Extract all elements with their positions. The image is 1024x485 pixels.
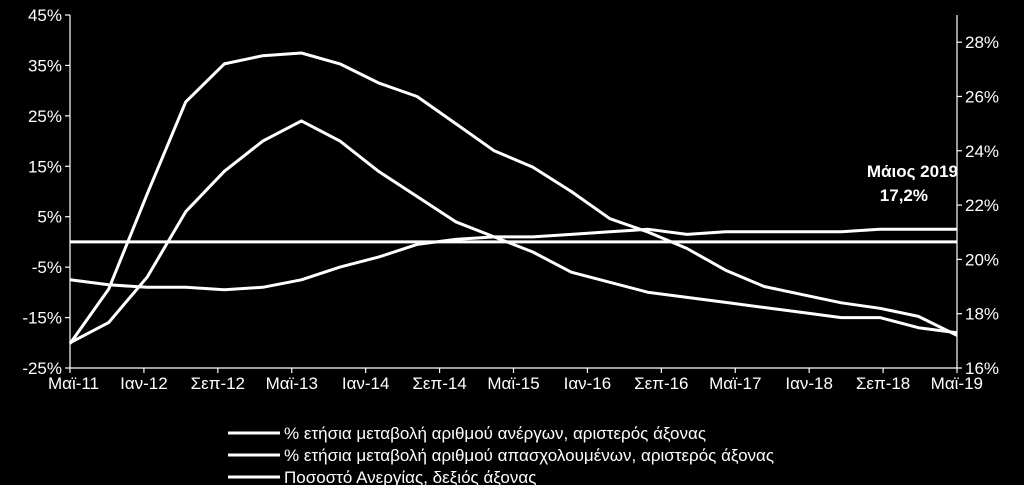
legend-item-unemployment-rate: Ποσοστό Ανεργίας, δεξιός άξονας xyxy=(228,468,536,485)
annotation-value: 17,2% xyxy=(880,186,928,205)
x-tick-label: Μαϊ-13 xyxy=(266,374,318,393)
x-tick-label: Σεπ-16 xyxy=(634,374,688,393)
right-tick-label: 16% xyxy=(965,359,999,378)
legend-item-employed: % ετήσια μεταβολή αριθμού απασχολουμένων… xyxy=(228,446,774,465)
annotation-title: Μάιος 2019 xyxy=(867,162,958,181)
right-tick-label: 22% xyxy=(965,196,999,215)
x-tick-label: Μαϊ-15 xyxy=(487,374,539,393)
legend-label-employed: % ετήσια μεταβολή αριθμού απασχολουμένων… xyxy=(284,446,774,465)
line-employed-change xyxy=(69,227,957,292)
right-tick-label: 24% xyxy=(965,142,999,161)
x-tick-label: Σεπ-18 xyxy=(856,374,910,393)
x-tick-label: Μαϊ-11 xyxy=(48,374,99,393)
left-tick-label: 25% xyxy=(28,107,62,126)
right-tick-label: 28% xyxy=(965,33,999,52)
left-axis-ticks: 45% 35% 25% 15% 5% -5% -15% -25% xyxy=(22,6,70,378)
x-tick-label: Ιαν-16 xyxy=(564,374,612,393)
legend: % ετήσια μεταβολή αριθμού ανέργων, αριστ… xyxy=(228,424,774,485)
x-tick-label: Μαϊ-19 xyxy=(931,374,983,393)
legend-item-unemployed: % ετήσια μεταβολή αριθμού ανέργων, αριστ… xyxy=(228,424,706,443)
left-tick-label: 5% xyxy=(37,208,62,227)
x-tick-label: Ιαν-12 xyxy=(120,374,168,393)
right-tick-label: 26% xyxy=(965,87,999,106)
left-tick-label: 15% xyxy=(28,157,62,176)
left-tick-label: -15% xyxy=(22,309,62,328)
legend-label-unemployed: % ετήσια μεταβολή αριθμού ανέργων, αριστ… xyxy=(284,424,706,443)
left-tick-label: 45% xyxy=(28,6,62,25)
annotation: Μάιος 2019 17,2% xyxy=(867,162,958,205)
x-axis-ticks: Μαϊ-11 Ιαν-12 Σεπ-12 Μαϊ-13 Ιαν-14 Σεπ-14 Μαϊ-… xyxy=(48,368,983,393)
left-tick-label: -25% xyxy=(22,359,62,378)
left-tick-label: -5% xyxy=(32,258,62,277)
x-tick-label: Ιαν-18 xyxy=(785,374,833,393)
x-tick-label: Σεπ-12 xyxy=(191,374,245,393)
x-tick-label: Μαϊ-17 xyxy=(709,374,761,393)
line-unemployed-change xyxy=(69,119,958,345)
series-lines xyxy=(68,51,958,345)
x-tick-label: Σεπ-14 xyxy=(412,374,466,393)
right-tick-label: 18% xyxy=(965,305,999,324)
left-tick-label: 35% xyxy=(28,56,62,75)
right-axis-ticks: 28% 26% 24% 22% 20% 18% 16% xyxy=(957,33,999,378)
line-unemployment-rate xyxy=(68,51,958,345)
right-tick-label: 20% xyxy=(965,250,999,269)
legend-label-unemployment-rate: Ποσοστό Ανεργίας, δεξιός άξονας xyxy=(284,468,536,485)
x-tick-label: Ιαν-14 xyxy=(342,374,390,393)
